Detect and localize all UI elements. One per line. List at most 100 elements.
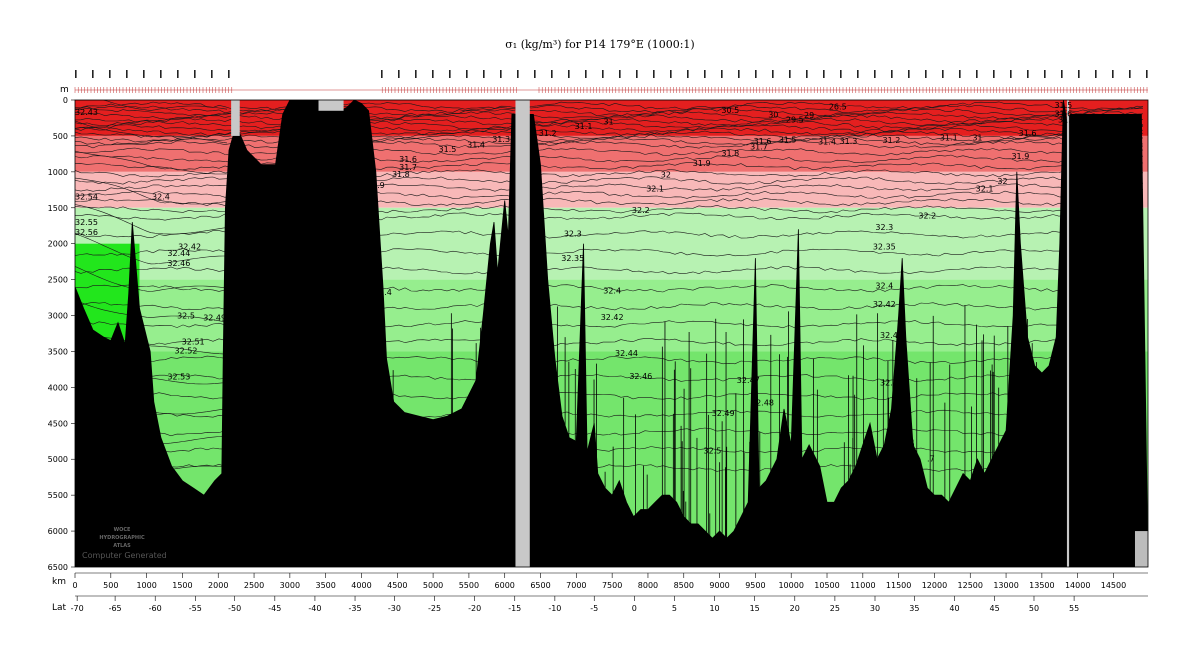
station-number xyxy=(687,70,689,78)
lat-tick-label: 25 xyxy=(830,604,840,613)
contour-label: 32.44 xyxy=(167,249,190,258)
contour-label: 31.7 xyxy=(399,163,417,172)
no-data-gap xyxy=(515,100,530,567)
station-number xyxy=(568,70,570,78)
x-tick-label: 2000 xyxy=(208,581,228,590)
station-number xyxy=(415,70,417,78)
station-number xyxy=(432,70,434,78)
contour-label: 32.3 xyxy=(564,230,582,239)
contour-label: 32.44 xyxy=(615,349,638,358)
y-tick-label: 4500 xyxy=(48,419,68,428)
contour-line xyxy=(75,120,228,144)
lat-tick-label: 55 xyxy=(1069,604,1079,613)
station-number xyxy=(466,70,468,78)
contour-label: 32 xyxy=(661,171,671,180)
x-tick-label: 10000 xyxy=(778,581,803,590)
station-number xyxy=(517,70,519,78)
contour-label: 32.44 xyxy=(880,331,903,340)
contour-label: 31.3 xyxy=(492,135,510,144)
station-number xyxy=(891,70,893,78)
station-number xyxy=(585,70,587,78)
contour-label: 31.5 xyxy=(779,136,797,145)
no-data-gap xyxy=(1134,531,1148,567)
lat-axis-label: Lat xyxy=(52,603,67,613)
contour-label: 32.42 xyxy=(873,300,896,309)
contour-label: 32 xyxy=(997,177,1007,186)
station-number xyxy=(1010,70,1012,78)
contour-label: 32.46 xyxy=(167,259,190,268)
contour-label: 32.4 xyxy=(603,286,621,295)
lat-tick-label: 20 xyxy=(790,604,800,613)
contour-label: 32.5 xyxy=(704,447,722,456)
x-tick-label: 8500 xyxy=(674,581,694,590)
contour-line xyxy=(75,107,1143,117)
contour-line xyxy=(75,127,1144,136)
contour-label: 32.52 xyxy=(175,347,198,356)
contour-label: 26.5 xyxy=(829,102,847,111)
y-tick-label: 1500 xyxy=(48,204,68,213)
station-number xyxy=(1146,70,1148,78)
station-number xyxy=(1129,70,1131,78)
contour-label: 32.5 xyxy=(177,312,195,321)
station-number xyxy=(874,70,876,78)
contour-label: 32.1 xyxy=(646,184,664,193)
contour-label: 31.3 xyxy=(840,137,858,146)
plot-frame xyxy=(74,99,1149,568)
station-number xyxy=(398,70,400,78)
contour-label: 31.6 xyxy=(754,137,772,146)
lat-tick-label: -60 xyxy=(149,604,162,613)
x-tick-label: 9000 xyxy=(709,581,729,590)
contour-label: 32.55 xyxy=(75,218,98,227)
station-number xyxy=(1061,70,1063,78)
station-number xyxy=(636,70,638,78)
contour-label: 31.5 xyxy=(1076,121,1094,130)
x-tick-label: 1500 xyxy=(172,581,192,590)
x-tick-label: 14000 xyxy=(1065,581,1090,590)
no-data-gap xyxy=(318,100,344,111)
contour-label: 32.2 xyxy=(632,206,650,215)
computer-generated-credit: Computer Generated xyxy=(82,551,167,560)
station-number xyxy=(177,70,179,78)
y-tick-label: 1000 xyxy=(48,168,68,177)
x-tick-label: 12500 xyxy=(958,581,983,590)
x-tick-label: 500 xyxy=(103,581,118,590)
station-number xyxy=(194,70,196,78)
station-number xyxy=(1027,70,1029,78)
station-number xyxy=(653,70,655,78)
contour-line xyxy=(75,299,228,323)
contour-label: 31.7 xyxy=(1058,115,1076,124)
station-number xyxy=(857,70,859,78)
chart-title: σ₁ (kg/m³) for P14 179°E (1000:1) xyxy=(505,38,695,51)
contour-label: 31.1 xyxy=(575,122,593,131)
station-number xyxy=(483,70,485,78)
contour-label: 31.4 xyxy=(467,141,485,150)
contour-line xyxy=(75,233,227,265)
contour-label: 32.43 xyxy=(75,108,98,117)
contour-line xyxy=(75,204,228,235)
lat-tick-label: -15 xyxy=(508,604,521,613)
contour-label: 31.8 xyxy=(392,170,410,179)
x-tick-label: 6000 xyxy=(495,581,515,590)
contour-label: 32.54 xyxy=(75,192,98,201)
contour-label: 32.42 xyxy=(601,313,624,322)
contour-label: 32.49 xyxy=(203,314,226,323)
contour-label: 31.5 xyxy=(439,145,457,154)
contour-label: 32.42 xyxy=(178,243,201,252)
y-tick-label: 2000 xyxy=(48,240,68,249)
x-tick-label: 13500 xyxy=(1029,581,1054,590)
station-number xyxy=(704,70,706,78)
station-number xyxy=(840,70,842,78)
contour-label: 31.6 xyxy=(1112,118,1130,127)
contour-label: 32.46 xyxy=(629,372,652,381)
x-tick-label: 13000 xyxy=(993,581,1018,590)
woce-logo: WOCE HYDROGRAPHIC ATLAS Computer Generated xyxy=(82,527,167,560)
contour-line xyxy=(75,124,1144,133)
station-number xyxy=(959,70,961,78)
contour-label: 31.6 xyxy=(399,155,417,164)
x-tick-label: 7000 xyxy=(566,581,586,590)
logo-line: HYDROGRAPHIC xyxy=(99,535,145,541)
contour-line xyxy=(75,150,228,175)
lat-tick-label: 45 xyxy=(990,604,1000,613)
contour-label: .7 xyxy=(927,455,935,464)
